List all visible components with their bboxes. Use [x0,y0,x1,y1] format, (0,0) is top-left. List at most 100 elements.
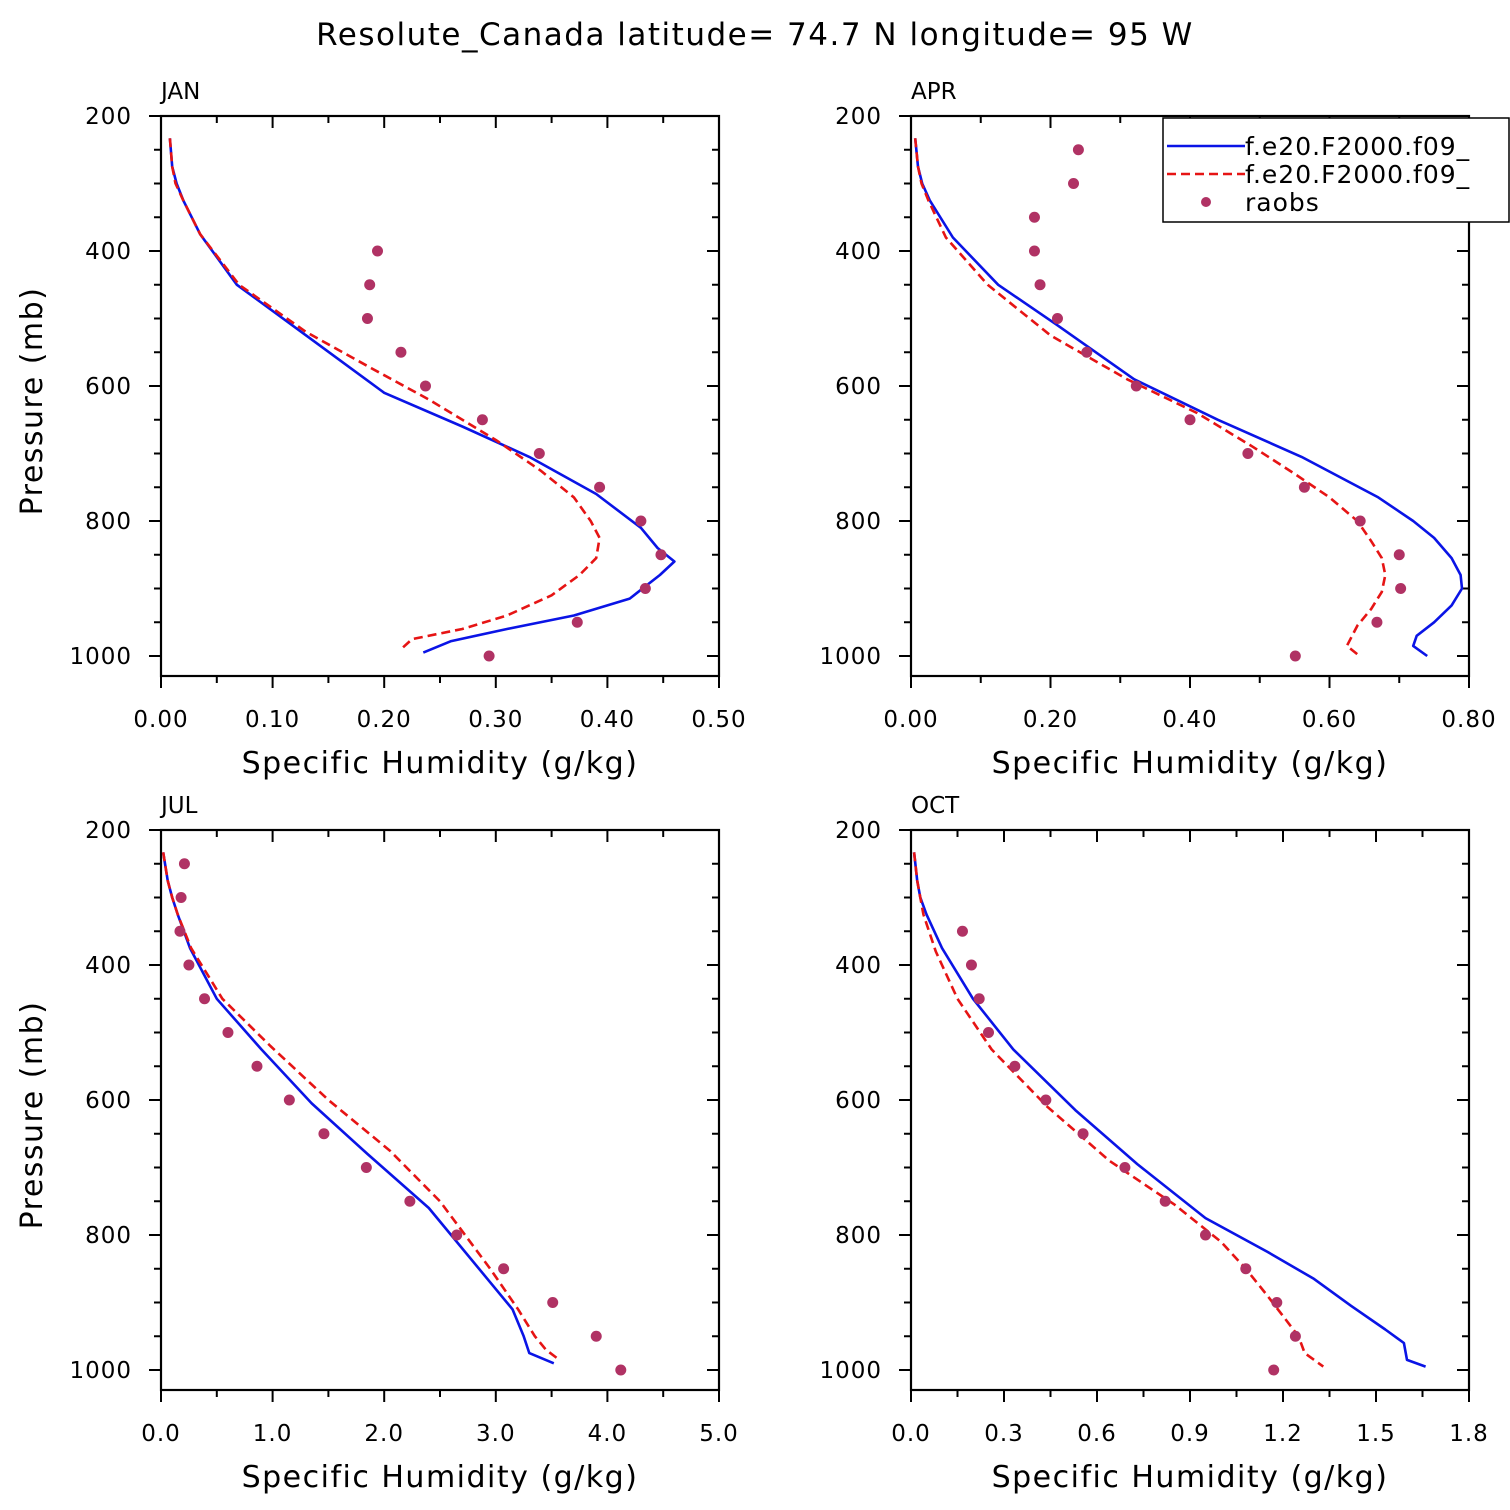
oct-x-tick-label: 1.8 [1449,1421,1489,1447]
panel-jul: 0.0 1.0 2.0 3.0 4.0 5.0 200 400 600 800 1000 JUL Spe… [15,793,739,1495]
jan-x-axis-label: Specific Humidity (g/kg) [242,746,639,781]
jul-raobs-point [590,1330,602,1342]
jul-y-axis-label: Pressure (mb) [15,1001,50,1230]
jan-x-tick-label: 0.10 [245,707,300,733]
apr-raobs-point [1072,144,1084,156]
jan-y-axis-label: Pressure (mb) [15,287,50,516]
jul-raobs-point [175,892,187,903]
jan-raobs-point [635,515,647,527]
jan-raobs-point [364,279,376,291]
oct-x-tick-label: 0.3 [984,1421,1024,1447]
jul-x-axis-label: Specific Humidity (g/kg) [242,1460,639,1495]
jan-raobs-point [571,616,583,628]
jan-raobs-point [395,346,407,358]
apr-raobs-point [1393,549,1405,561]
jan-x-tick-label: 0.50 [691,707,746,733]
figure-title: Resolute_Canada latitude= 74.7 N longitu… [316,17,1194,53]
legend-label-raobs: raobs [1245,188,1320,217]
oct-plot-frame [909,828,1471,1392]
oct-y-tick-label: 200 [835,818,882,844]
oct-x-tick-label: 0.0 [891,1421,931,1447]
apr-raobs-point [1184,414,1196,426]
jul-y-tick-label: 400 [85,953,132,979]
oct-y-tick-label: 800 [835,1223,882,1249]
apr-x-tick-label: 0.40 [1162,707,1217,733]
apr-raobs-point [1298,481,1310,493]
jul-plot-frame [159,828,721,1392]
jul-series-model2-line [161,852,561,1361]
apr-raobs-point [1034,279,1046,291]
oct-y-tick-label: 1000 [819,1358,882,1384]
jan-raobs-point [372,245,384,257]
apr-x-axis-label: Specific Humidity (g/kg) [992,746,1389,781]
oct-x-tick-label: 1.2 [1263,1421,1303,1447]
oct-raobs-point [1240,1263,1252,1275]
jul-raobs-point [199,993,211,1005]
jan-y-tick-label: 1000 [69,644,132,670]
apr-series-model2-line [913,138,1387,658]
apr-y-tick-label: 800 [835,509,882,535]
jul-raobs-point [451,1229,463,1241]
apr-raobs-point [1028,211,1040,223]
oct-raobs-point [973,993,985,1005]
apr-raobs-point [1068,178,1080,189]
jul-raobs-point [547,1297,559,1308]
jan-raobs-point [476,414,488,426]
jan-y-tick-label: 600 [85,374,132,400]
jan-y-tick-label: 400 [85,239,132,265]
apr-x-tick-label: 0.80 [1441,707,1496,733]
oct-raobs-point [1289,1330,1301,1342]
jul-x-tick-label: 5.0 [699,1421,739,1447]
oct-raobs-point [1268,1364,1280,1376]
jul-raobs-point [318,1128,330,1140]
apr-panel-title: APR [911,79,957,105]
jan-raobs-point [361,313,373,324]
jul-raobs-point [178,858,190,870]
jul-raobs-point [174,925,186,937]
jul-x-tick-label: 4.0 [588,1421,628,1447]
oct-raobs-point [1159,1195,1171,1207]
apr-raobs-point [1051,313,1063,324]
apr-y-tick-label: 200 [835,104,882,130]
jul-y-tick-label: 1000 [69,1358,132,1384]
apr-y-tick-label: 600 [835,374,882,400]
oct-x-axis-label: Specific Humidity (g/kg) [992,1460,1389,1495]
legend-label-model1: f.e20.F2000.f09_ [1245,132,1470,161]
jan-raobs-point [639,583,651,594]
jul-raobs-point [183,959,195,971]
oct-x-tick-label: 0.6 [1077,1421,1117,1447]
apr-raobs-point [1371,616,1383,628]
oct-x-tick-label: 0.9 [1170,1421,1210,1447]
legend-swatch-raobs [1201,197,1211,207]
jan-raobs-point [594,481,606,493]
oct-raobs-point [965,959,977,971]
oct-y-tick-label: 600 [835,1088,882,1114]
jan-x-tick-label: 0.30 [468,707,523,733]
oct-raobs-point [1271,1297,1283,1308]
apr-x-tick-label: 0.60 [1302,707,1357,733]
oct-y-tick-label: 400 [835,953,882,979]
jul-y-tick-label: 600 [85,1088,132,1114]
oct-raobs-point [1119,1162,1131,1173]
jul-raobs-point [615,1364,627,1376]
jan-x-tick-label: 0.40 [580,707,635,733]
jan-y-tick-label: 200 [85,104,132,130]
panel-oct: 0.0 0.3 0.6 0.9 1.2 1.5 1.8 200 400 600 800 1000 OCT… [819,793,1489,1495]
jul-x-tick-label: 3.0 [476,1421,516,1447]
legend: f.e20.F2000.f09_ f.e20.F2000.f09_ raobs [1162,117,1510,223]
jul-raobs-point [360,1162,372,1173]
jul-x-tick-label: 1.0 [253,1421,293,1447]
apr-y-tick-label: 1000 [819,644,882,670]
oct-series-model1-line [912,852,1427,1368]
jul-y-tick-label: 800 [85,1223,132,1249]
panel-apr: 0.00 0.20 0.40 0.60 0.80 200 400 600 800 1000 APR S… [819,79,1496,781]
apr-raobs-point [1289,650,1301,662]
jan-panel-title: JAN [159,79,200,105]
jan-raobs-point [655,549,667,561]
oct-raobs-point [956,925,968,937]
apr-raobs-point [1028,245,1040,257]
jan-raobs-point [419,380,431,392]
oct-raobs-point [1200,1229,1211,1241]
apr-raobs-point [1242,448,1254,459]
legend-label-model2: f.e20.F2000.f09_ [1245,160,1470,189]
